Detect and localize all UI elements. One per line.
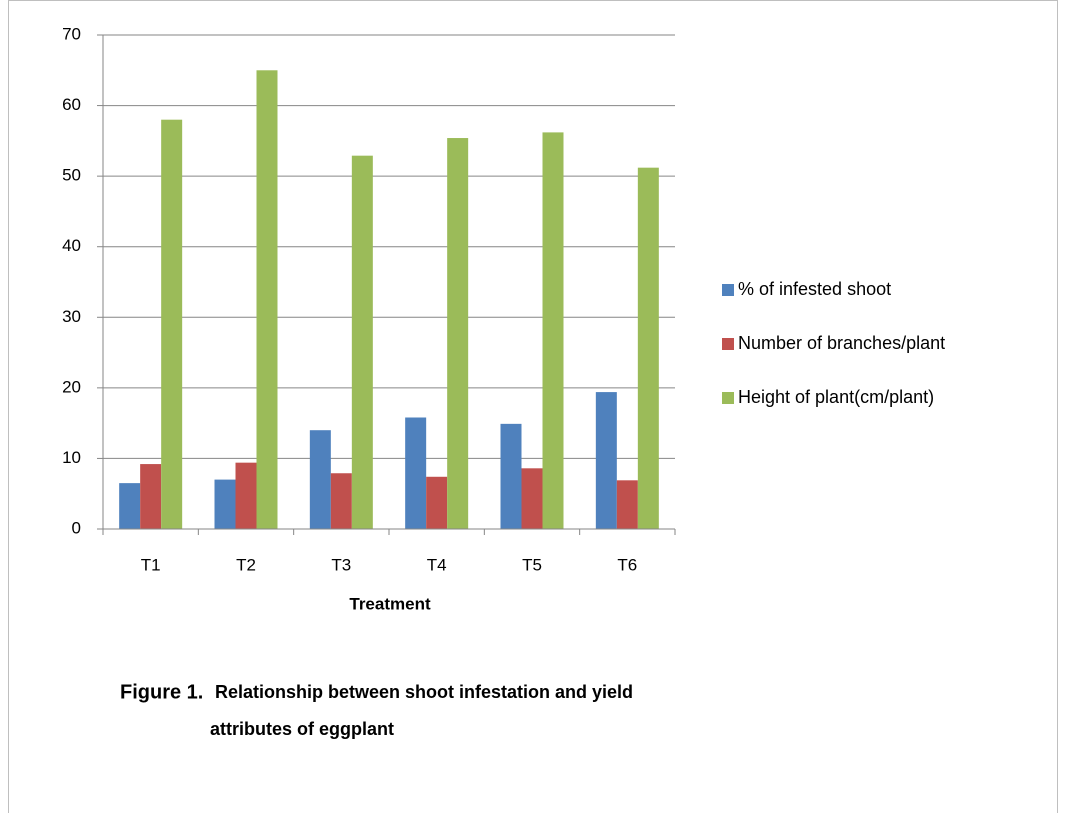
x-axis-label: Treatment xyxy=(349,594,431,613)
bar xyxy=(351,155,373,530)
caption-line: Relationship between shoot infestation a… xyxy=(215,682,633,702)
y-tick-label: 10 xyxy=(62,448,81,467)
x-tick-label: T2 xyxy=(236,555,256,574)
legend-swatch xyxy=(722,392,734,404)
x-tick-label: T4 xyxy=(427,555,447,574)
caption-label: Figure 1. xyxy=(120,681,203,703)
x-tick-label: T1 xyxy=(141,555,161,574)
legend-label: Height of plant(cm/plant) xyxy=(738,387,934,407)
frame xyxy=(8,0,1058,813)
bar xyxy=(140,464,162,529)
legend-swatch xyxy=(722,338,734,350)
bar xyxy=(616,480,638,529)
bar xyxy=(426,476,448,529)
legend-label: Number of branches/plant xyxy=(738,333,945,353)
bar xyxy=(330,473,352,529)
y-tick-label: 20 xyxy=(62,377,81,396)
bar xyxy=(521,468,543,529)
bar xyxy=(235,462,257,529)
bar xyxy=(447,138,469,529)
bar xyxy=(214,479,236,529)
y-tick-label: 30 xyxy=(62,307,81,326)
legend-label: % of infested shoot xyxy=(738,279,891,299)
bar xyxy=(595,392,617,529)
bar xyxy=(637,167,659,529)
caption-line: attributes of eggplant xyxy=(210,719,394,739)
x-tick-label: T6 xyxy=(617,555,637,574)
legend-swatch xyxy=(722,284,734,296)
y-tick-label: 50 xyxy=(62,166,81,185)
x-tick-label: T5 xyxy=(522,555,542,574)
bar xyxy=(161,119,183,529)
bar xyxy=(309,430,331,529)
y-tick-label: 70 xyxy=(62,24,81,43)
bar xyxy=(119,483,141,529)
y-tick-label: 60 xyxy=(62,95,81,114)
bar xyxy=(542,132,564,530)
bar xyxy=(256,70,278,530)
y-tick-label: 40 xyxy=(62,236,81,255)
x-tick-label: T3 xyxy=(331,555,351,574)
bar xyxy=(405,417,427,529)
bar xyxy=(500,423,522,529)
y-tick-label: 0 xyxy=(72,518,81,537)
